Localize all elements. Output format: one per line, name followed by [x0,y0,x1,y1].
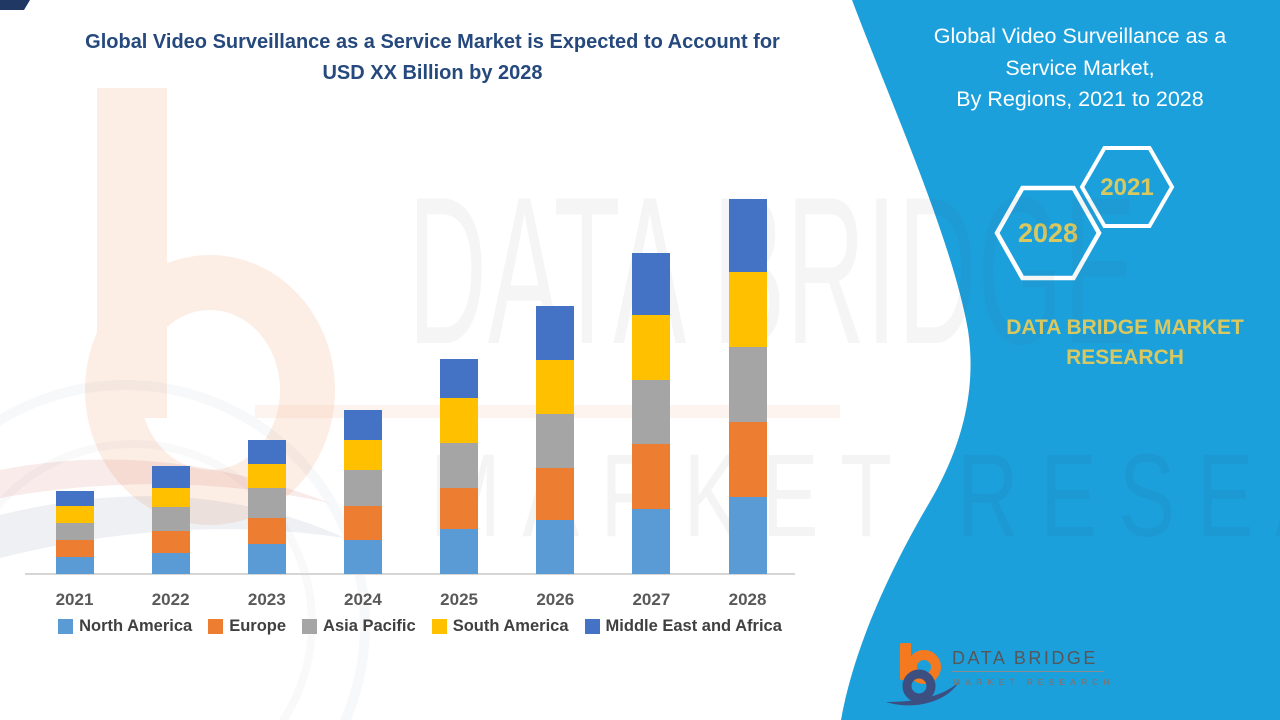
segment-north-america-2022 [151,553,190,574]
chart-legend: North America Europe Asia Pacific South Ame… [30,617,810,636]
legend-item-asia-pacific: Asia Pacific [302,617,416,636]
segment-south-america-2027 [632,315,671,380]
page-title-line2: USD XX Billion by 2028 [322,62,543,84]
x-label-2022: 2022 [151,590,190,609]
segment-europe-2026 [536,468,575,520]
legend-label-middle-east-and-africa: Middle East and Africa [605,617,782,635]
bar-2023 [247,440,286,574]
bar-2022 [151,466,190,574]
legend-swatch-asia-pacific [302,619,318,634]
segment-asia-pacific-2024 [343,470,382,506]
segment-europe-2025 [440,488,479,529]
legend-swatch-middle-east-and-africa [584,619,600,634]
segment-south-america-2028 [728,272,767,347]
segment-north-america-2028 [728,497,767,574]
segment-north-america-2023 [247,544,286,574]
segment-south-america-2025 [440,398,479,443]
segment-asia-pacific-2022 [151,507,190,531]
segment-north-america-2027 [632,509,671,574]
x-label-2026: 2026 [536,590,575,609]
segment-europe-2022 [151,531,190,553]
bar-2026 [536,306,575,574]
segment-middle-east-and-africa-2028 [728,199,767,272]
x-label-2025: 2025 [440,590,478,609]
segment-south-america-2022 [151,488,190,507]
x-label-2024: 2024 [344,590,382,609]
segment-middle-east-and-africa-2026 [536,306,575,360]
hexagon-badge-2021-outline [1079,146,1175,228]
footer-logo-divider [952,671,1104,672]
segment-asia-pacific-2026 [536,414,575,468]
watermark-text-row1: DATA BRIDGE [408,153,1138,388]
segment-south-america-2023 [247,464,286,488]
legend-swatch-europe [208,619,224,634]
segment-north-america-2021 [55,557,94,574]
x-label-2028: 2028 [728,590,767,609]
segment-south-america-2026 [536,360,575,414]
data-bridge-logo-icon [886,643,959,706]
segment-middle-east-and-africa-2027 [632,253,671,315]
legend-item-south-america: South America [431,617,569,636]
side-panel-heading-line2: Service Market, [1005,55,1155,80]
hexagon-badge-2028-label: 2028 [1018,218,1078,248]
x-axis-line [25,573,795,575]
legend-label-north-america: North America [79,617,193,635]
segment-europe-2021 [55,540,94,557]
segment-europe-2024 [343,506,382,540]
legend-label-south-america: South America [452,617,569,635]
footer-logo-subtitle: MARKET RESEARCH [953,677,1115,687]
side-panel-brand-line1: DATA BRIDGE MARKET [1006,316,1244,339]
legend-item-north-america: North America [58,617,192,636]
x-label-2023: 2023 [247,590,286,609]
side-panel-heading-line1: Global Video Surveillance as a [933,24,1227,48]
side-panel-brand-line2: RESEARCH [1066,346,1184,369]
segment-europe-2027 [632,444,671,509]
segment-middle-east-and-africa-2023 [247,440,286,464]
legend-label-europe: Europe [229,617,287,635]
page-title: Global Video Surveillance as a Service M… [10,27,855,89]
segment-north-america-2024 [343,540,382,574]
bar-2025 [440,359,479,574]
segment-middle-east-and-africa-2025 [440,359,479,398]
segment-asia-pacific-2028 [728,347,767,422]
segment-middle-east-and-africa-2021 [55,491,94,506]
segment-middle-east-and-africa-2024 [343,410,382,440]
segment-south-america-2021 [55,506,94,523]
segment-middle-east-and-africa-2022 [151,466,190,488]
segment-north-america-2026 [536,520,575,574]
legend-swatch-north-america [58,619,74,634]
bar-2027 [632,253,671,574]
side-panel-brand-text: DATA BRIDGE MARKET RESEARCH [960,313,1280,373]
segment-south-america-2024 [343,440,382,470]
side-panel-heading: Global Video Surveillance as a Service M… [890,21,1270,116]
segment-asia-pacific-2027 [632,380,671,444]
page-title-line1: Global Video Surveillance as a Service M… [85,31,780,53]
segment-north-america-2025 [440,529,479,574]
hexagon-badge-2028-outline [994,185,1102,281]
footer-logo-brand: DATA BRIDGE [952,648,1098,668]
hexagon-badge-2021-label: 2021 [1100,174,1153,201]
bar-2028 [728,199,767,574]
legend-swatch-south-america [431,619,447,634]
bar-2021 [55,491,94,574]
segment-europe-2028 [728,422,767,497]
legend-item-europe: Europe [208,617,286,636]
segment-asia-pacific-2021 [55,523,94,540]
legend-item-middle-east-and-africa: Middle East and Africa [584,617,782,636]
corner-accent [0,0,30,10]
legend-label-asia-pacific: Asia Pacific [323,617,416,635]
segment-europe-2023 [247,518,286,544]
segment-asia-pacific-2025 [440,443,479,488]
x-label-2027: 2027 [632,590,671,609]
bar-2024 [343,410,382,574]
segment-asia-pacific-2023 [247,488,286,518]
x-label-2021: 2021 [55,590,94,609]
side-panel-heading-line3: By Regions, 2021 to 2028 [956,87,1204,111]
